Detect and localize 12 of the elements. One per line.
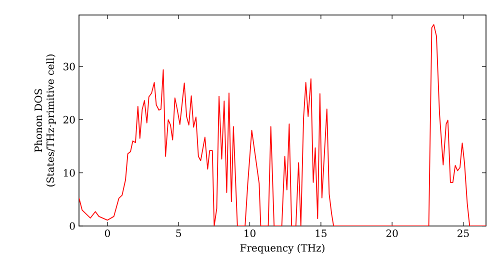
y-tick-label: 30 [64, 62, 75, 70]
x-tick-label: 5 [176, 230, 182, 237]
x-axis-title: Frequency (THz) [240, 244, 324, 254]
y-tick-label: 10 [64, 169, 75, 177]
x-tick-label: 20 [386, 230, 398, 238]
x-tick-label: 25 [458, 230, 469, 238]
x-tick-label: 10 [244, 230, 256, 238]
y-tick-label: 20 [63, 116, 75, 124]
x-tick-label: 15 [316, 230, 326, 238]
y-tick-label: 0 [70, 222, 75, 230]
y-axis-title: Phonon DOS (States/THz·primitive cell) [34, 54, 56, 186]
x-tick-label: 0 [104, 230, 110, 238]
